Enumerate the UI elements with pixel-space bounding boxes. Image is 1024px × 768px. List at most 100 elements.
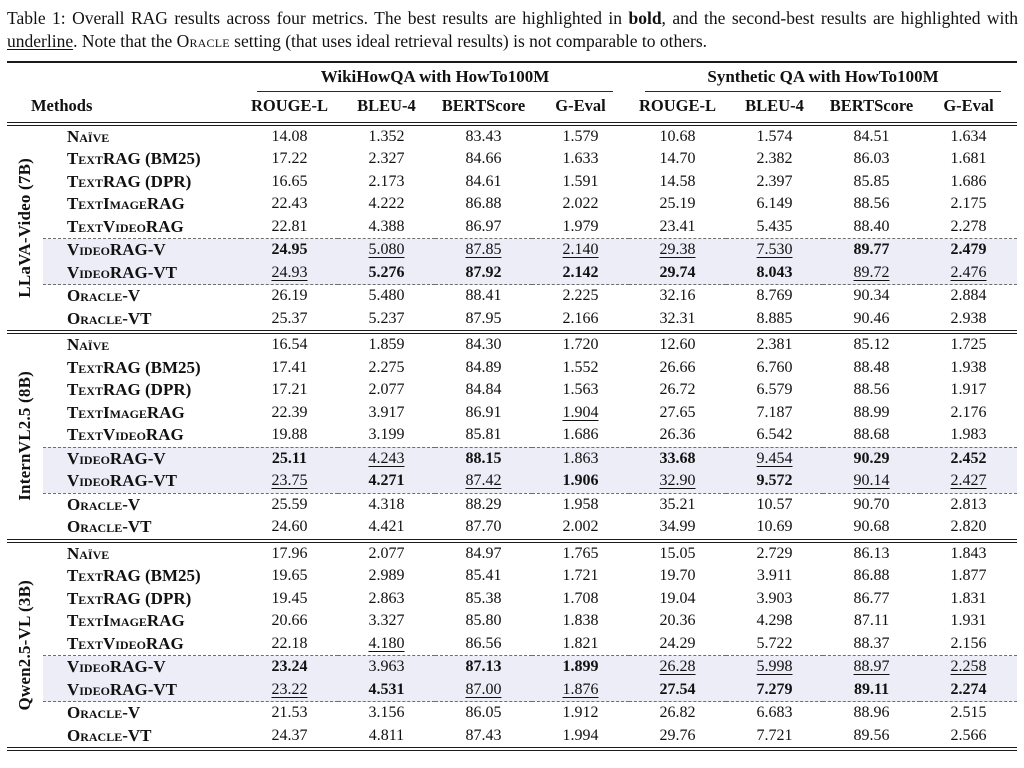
table-row: VideoRAG-VT 24.93 5.276 87.92 2.142 29.74 8.04… — [7, 261, 1018, 285]
metric-value: 1.983 — [950, 426, 987, 443]
table-row: VideoRAG-V 23.24 3.963 87.13 1.899 26.28 5.998… — [7, 655, 1018, 679]
metric-value: 4.271 — [337, 470, 435, 494]
metric-value: 24.37 — [240, 724, 338, 751]
metric-value: 29.38 — [629, 238, 727, 262]
model-group-cell: InternVL2.5 (8B) — [6, 332, 43, 543]
metric-value: 1.899 — [531, 655, 630, 679]
metric-value: 29.74 — [629, 261, 727, 285]
method-name: TextImageRAG — [66, 402, 185, 422]
metric-value: 14.08 — [271, 127, 308, 145]
column-group-syntheticqa: Synthetic QA with HowTo100M — [629, 60, 1018, 92]
metric-value: 4.531 — [337, 678, 435, 702]
table-row: VideoRAG-V 25.11 4.243 88.15 1.863 33.68 9.454… — [7, 446, 1018, 470]
metric-value: 2.566 — [920, 724, 1018, 751]
table-row: TextVideoRAG 19.88 3.199 85.81 1.686 26.36 6.5… — [7, 424, 1017, 447]
metric-value: 85.81 — [465, 426, 502, 443]
method-name: TextRAG (BM25) — [66, 357, 201, 377]
method-name: Oracle-VT — [42, 516, 241, 543]
metric-value: 1.352 — [368, 127, 405, 145]
table-row: TextRAG (DPR) 19.45 2.863 85.38 1.708 19.04 3.… — [7, 588, 1017, 611]
metric-value: 19.70 — [659, 567, 696, 584]
metric-value: 2.274 — [920, 678, 1018, 702]
metric-value: 87.43 — [434, 724, 532, 751]
metric-value: 26.82 — [659, 704, 696, 721]
metric-value: 1.904 — [562, 403, 599, 421]
metric-value: 85.12 — [853, 336, 890, 353]
metric-value: 2.173 — [368, 172, 405, 190]
table-row: Oracle-VT 25.37 5.237 87.95 2.166 32.31 8.885 9… — [7, 307, 1018, 334]
metric-value: 17.96 — [271, 544, 308, 562]
results-table: WikiHowQA with HowTo100M Synthetic QA wi… — [6, 60, 1018, 752]
metric-value: 2.382 — [756, 150, 793, 167]
table-row: VideoRAG-VT 23.22 4.531 87.00 1.876 27.54 7.27… — [7, 678, 1018, 702]
table-row: TextRAG (DPR) 17.21 2.077 84.84 1.563 26.72 6.… — [7, 379, 1017, 402]
metric-value: 84.97 — [465, 544, 502, 562]
metric-value: 6.149 — [756, 195, 793, 212]
metric-value: 1.720 — [562, 336, 599, 353]
method-name: Oracle-V — [66, 494, 141, 514]
metric-value: 2.142 — [531, 261, 630, 285]
metric-value: 89.56 — [823, 724, 921, 751]
metric-value: 26.19 — [271, 287, 308, 304]
metric-header-g-eval: G-Eval — [531, 91, 630, 126]
method-name: Naïve — [66, 126, 110, 146]
metric-value: 87.70 — [434, 516, 532, 543]
metric-value: 4.318 — [368, 495, 405, 513]
metric-value: 1.831 — [950, 589, 987, 607]
metric-value: 27.65 — [659, 403, 696, 421]
metric-value: 27.54 — [629, 678, 727, 702]
metric-header-bertscore: BERTScore — [434, 91, 532, 126]
method-name: VideoRAG-VT — [42, 470, 241, 494]
metric-value: 1.721 — [562, 567, 599, 584]
metric-value: 89.77 — [823, 238, 921, 262]
metric-value: 4.421 — [337, 516, 435, 543]
metric-value: 5.722 — [756, 634, 793, 652]
metric-value: 2.077 — [368, 381, 405, 398]
metric-value: 87.85 — [434, 238, 532, 262]
metric-value: 12.60 — [659, 336, 696, 353]
metric-value: 3.911 — [756, 567, 793, 584]
metric-value: 86.88 — [465, 195, 502, 212]
metric-value: 10.57 — [756, 495, 793, 513]
column-group-label: Synthetic QA with HowTo100M — [645, 67, 1002, 92]
metric-value: 2.022 — [562, 195, 599, 212]
model-group-cell: LLaVA-Video (7B) — [6, 123, 43, 334]
metric-value: 86.56 — [465, 634, 502, 652]
metric-value: 17.21 — [271, 381, 308, 398]
method-name: TextRAG (BM25) — [66, 566, 201, 585]
metric-value: 32.31 — [629, 307, 727, 334]
table-row: Oracle-V 26.19 5.480 88.41 2.225 32.16 8.769 90… — [7, 285, 1017, 308]
method-name: Naïve — [66, 543, 110, 563]
metric-value: 19.88 — [271, 426, 308, 443]
metric-value: 2.989 — [368, 567, 405, 584]
metric-value: 2.813 — [950, 495, 987, 513]
metric-value: 4.811 — [337, 724, 435, 751]
metric-value: 87.42 — [434, 470, 532, 494]
metric-value: 3.327 — [368, 612, 405, 629]
metric-value: 2.397 — [756, 172, 793, 190]
metric-value: 10.68 — [659, 127, 696, 145]
table-row: TextVideoRAG 22.81 4.388 86.97 1.979 23.41 5.4… — [7, 216, 1017, 239]
metric-value: 1.917 — [950, 381, 987, 398]
metric-value: 33.68 — [629, 446, 727, 470]
metric-value: 14.70 — [659, 150, 696, 167]
metric-value: 8.043 — [726, 261, 824, 285]
column-group-wikihowqa: WikiHowQA with HowTo100M — [240, 60, 630, 92]
metric-value: 25.37 — [240, 307, 338, 334]
method-name: TextImageRAG — [66, 611, 185, 630]
model-group-cell: Qwen2.5-VL (3B) — [6, 540, 43, 751]
corner-cell — [6, 60, 241, 92]
metric-value: 26.72 — [659, 381, 696, 398]
table-row: Oracle-VT 24.60 4.421 87.70 2.002 34.99 10.69 9… — [7, 516, 1018, 543]
method-name: TextRAG (DPR) — [66, 380, 192, 399]
metric-value: 88.97 — [823, 655, 921, 679]
metric-value: 84.66 — [465, 150, 502, 167]
metric-value: 89.72 — [823, 261, 921, 285]
caption-segment: underline — [7, 30, 74, 51]
metric-value: 88.41 — [465, 287, 502, 304]
metric-value: 1.938 — [950, 358, 987, 376]
metric-value: 2.077 — [368, 544, 405, 562]
metric-value: 2.002 — [531, 516, 630, 543]
metric-value: 1.979 — [562, 217, 599, 235]
metric-value: 1.912 — [562, 704, 599, 721]
